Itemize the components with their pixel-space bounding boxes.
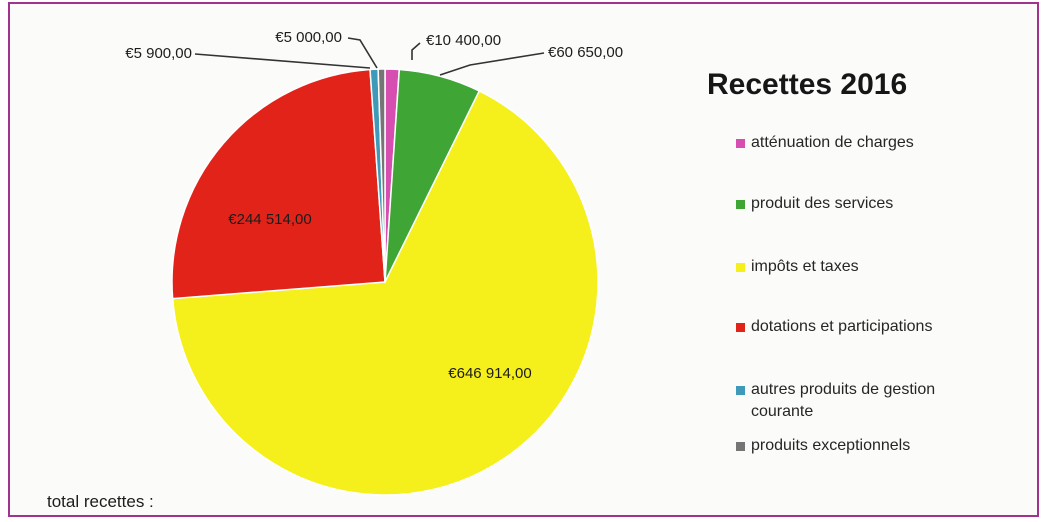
legend-label: produits exceptionnels [751,437,911,454]
legend-label: atténuation de charges [751,134,914,151]
legend-item-produit-des-services: produit des services [736,193,1036,215]
legend-item-produits-exceptionnels: produits exceptionnels [736,435,1036,457]
data-label-dotations-et-participations: €244 514,00 [228,211,311,228]
leader-line-produits-exceptionnels [347,37,378,69]
data-label-autres-produits-de-gestion-courante: €5 900,00 [125,45,192,62]
legend-swatch [736,442,745,451]
legend-item-attenuation-de-charges: atténuation de charges [736,132,1036,154]
leader-line-autres-produits-de-gestion-courante [194,53,371,69]
pie-slices [171,68,599,496]
pie-slice-produits-exceptionnels [377,68,386,283]
pie-slice-dotations-et-participations [171,68,386,300]
data-label-impots-et-taxes: €646 914,00 [448,365,531,382]
pie-slice-impots-et-taxes [171,90,599,496]
legend-swatch [736,263,745,272]
legend-label: produit des services [751,195,894,212]
chart-title: Recettes 2016 [707,68,908,101]
leader-line-produit-des-services [439,52,545,76]
legend-item-autres-produits-de-gestion-courante: autres produits de gestion courante [736,379,1036,423]
data-label-produit-des-services: €60 650,00 [548,44,623,61]
legend-label: autres produits de gestion courante [751,381,936,420]
data-labels: €10 400,00 €60 650,00 €646 914,00 €244 514,… [125,29,623,382]
total-recettes-label: total recettes : [47,492,154,511]
leader-lines [194,37,545,76]
data-label-produits-exceptionnels: €5 000,00 [275,29,342,46]
data-label-attenuation-de-charges: €10 400,00 [426,32,501,49]
legend-label: impôts et taxes [751,258,859,275]
leader-line-attenuation-de-charges [411,42,421,60]
legend-label: dotations et participations [751,318,933,335]
legend-swatch [736,386,745,395]
legend-item-dotations-et-participations: dotations et participations [736,316,1036,338]
legend-swatch [736,200,745,209]
legend-item-impots-et-taxes: impôts et taxes [736,256,1036,278]
legend-swatch [736,323,745,332]
legend-swatch [736,139,745,148]
